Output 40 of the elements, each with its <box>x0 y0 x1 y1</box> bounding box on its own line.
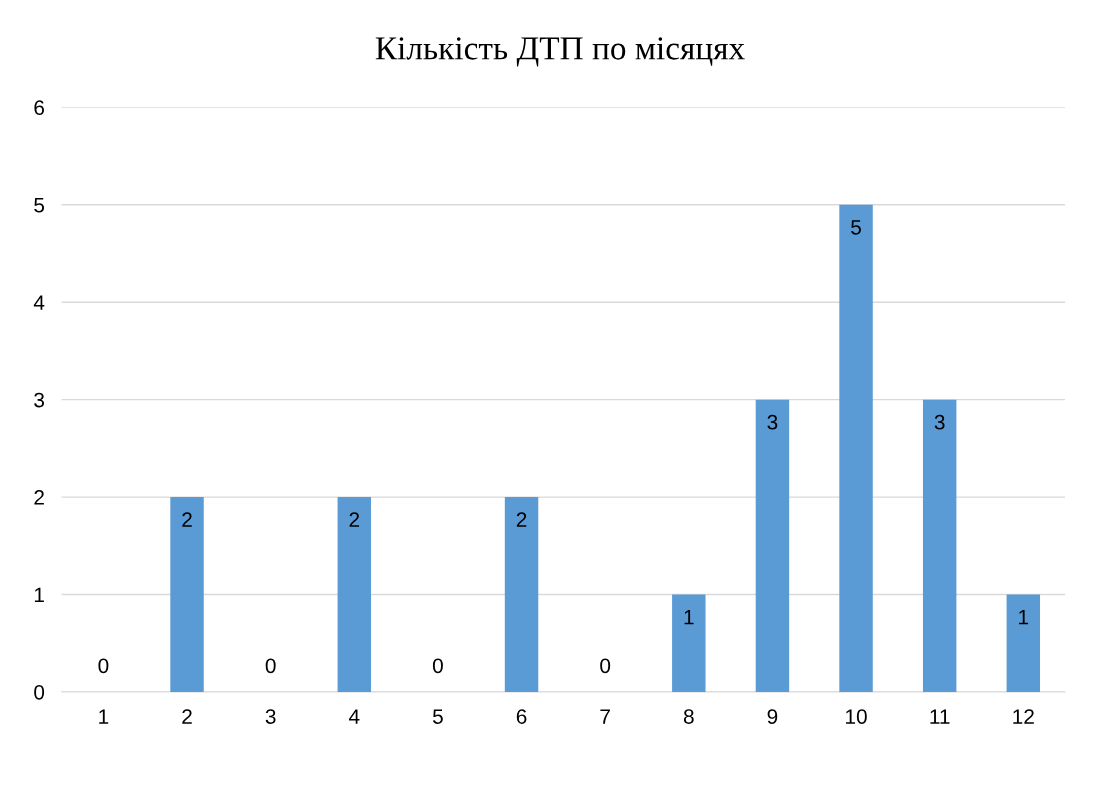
data-label: 2 <box>516 512 527 527</box>
y-tick-label: 2 <box>34 490 44 505</box>
y-tick-label: 4 <box>33 295 45 310</box>
bar <box>504 497 539 692</box>
bar <box>922 399 957 692</box>
bar <box>839 204 873 692</box>
data-label: 0 <box>265 658 276 674</box>
data-label: 0 <box>98 658 109 674</box>
bar <box>170 497 204 692</box>
x-tick-label: 3 <box>265 709 276 724</box>
y-tick-label: 3 <box>34 392 45 408</box>
data-label: 1 <box>1019 609 1029 625</box>
bar <box>672 594 706 692</box>
y-tick-label: 1 <box>34 587 44 603</box>
x-tick-label: 7 <box>600 709 610 724</box>
x-tick-label: 12 <box>1013 709 1034 724</box>
bar <box>1006 594 1041 692</box>
data-label: 2 <box>349 512 360 527</box>
data-label: 3 <box>934 414 945 430</box>
x-tick-label: 11 <box>930 709 950 724</box>
bar <box>755 399 790 692</box>
bar <box>337 497 372 692</box>
y-tick-label: 0 <box>34 684 45 700</box>
x-tick-label: 6 <box>516 709 527 724</box>
y-tick-label: 5 <box>34 197 45 213</box>
chart-title: Кількість ДТП по місяцях <box>375 37 745 67</box>
data-label: 3 <box>767 414 778 430</box>
x-tick-label: 10 <box>846 709 867 724</box>
x-tick-label: 8 <box>683 709 694 724</box>
data-label: 2 <box>182 512 192 527</box>
data-label: 0 <box>600 658 611 674</box>
x-tick-label: 5 <box>432 709 443 724</box>
x-tick-label: 1 <box>99 709 109 724</box>
y-tick-label: 6 <box>34 100 45 116</box>
x-tick-label: 2 <box>182 709 192 724</box>
data-label: 0 <box>432 658 443 674</box>
x-tick-label: 9 <box>767 709 778 724</box>
data-label: 5 <box>851 220 861 235</box>
data-label: 1 <box>684 609 694 625</box>
x-tick-label: 4 <box>348 709 360 724</box>
